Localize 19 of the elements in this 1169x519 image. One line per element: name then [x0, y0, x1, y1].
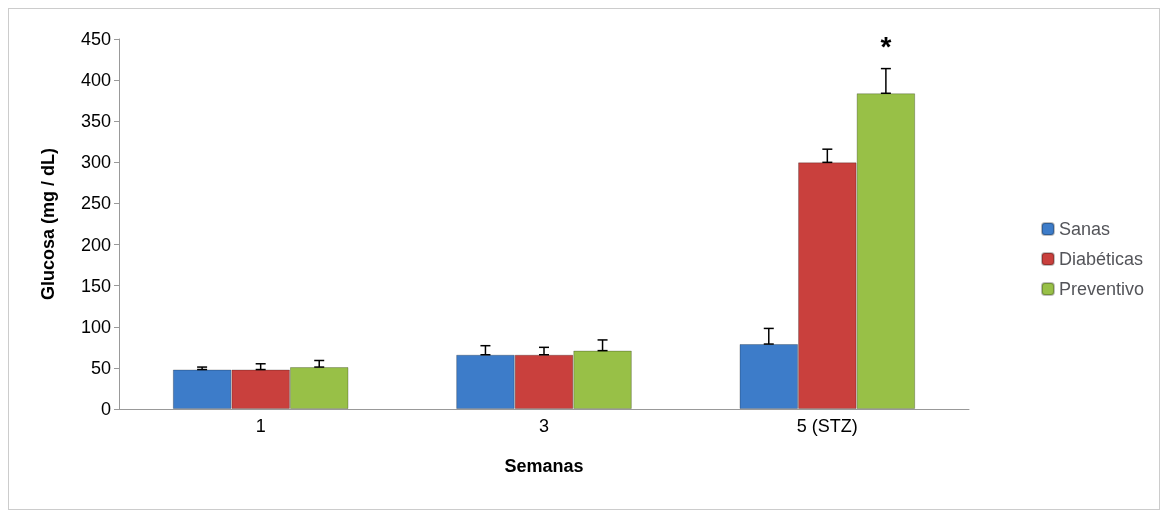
legend-label: Diabéticas [1058, 249, 1143, 269]
y-tick-label: 450 [80, 29, 111, 49]
x-tick-label: 3 [538, 416, 550, 436]
y-tick-label: 50 [90, 357, 111, 378]
x-tick-label: 1 [255, 416, 266, 436]
x-axis-title: Semanas [504, 456, 584, 476]
y-axis-title: Glucosa (mg / dL) [38, 147, 58, 301]
y-tick-label: 400 [80, 70, 111, 91]
legend-label: Preventivo [1058, 279, 1144, 299]
y-tick-label: 100 [80, 316, 111, 337]
y-tick-label: 250 [80, 193, 111, 214]
x-tick-label: 5 (STZ) [796, 416, 858, 436]
y-tick-label: 0 [100, 399, 111, 419]
legend-label: Sanas [1058, 219, 1110, 239]
y-tick-label: 150 [80, 275, 111, 296]
y-tick-label: 200 [80, 234, 111, 255]
annotation: * [880, 31, 892, 63]
y-tick-label: 350 [80, 111, 111, 132]
y-tick-label: 300 [80, 152, 111, 173]
